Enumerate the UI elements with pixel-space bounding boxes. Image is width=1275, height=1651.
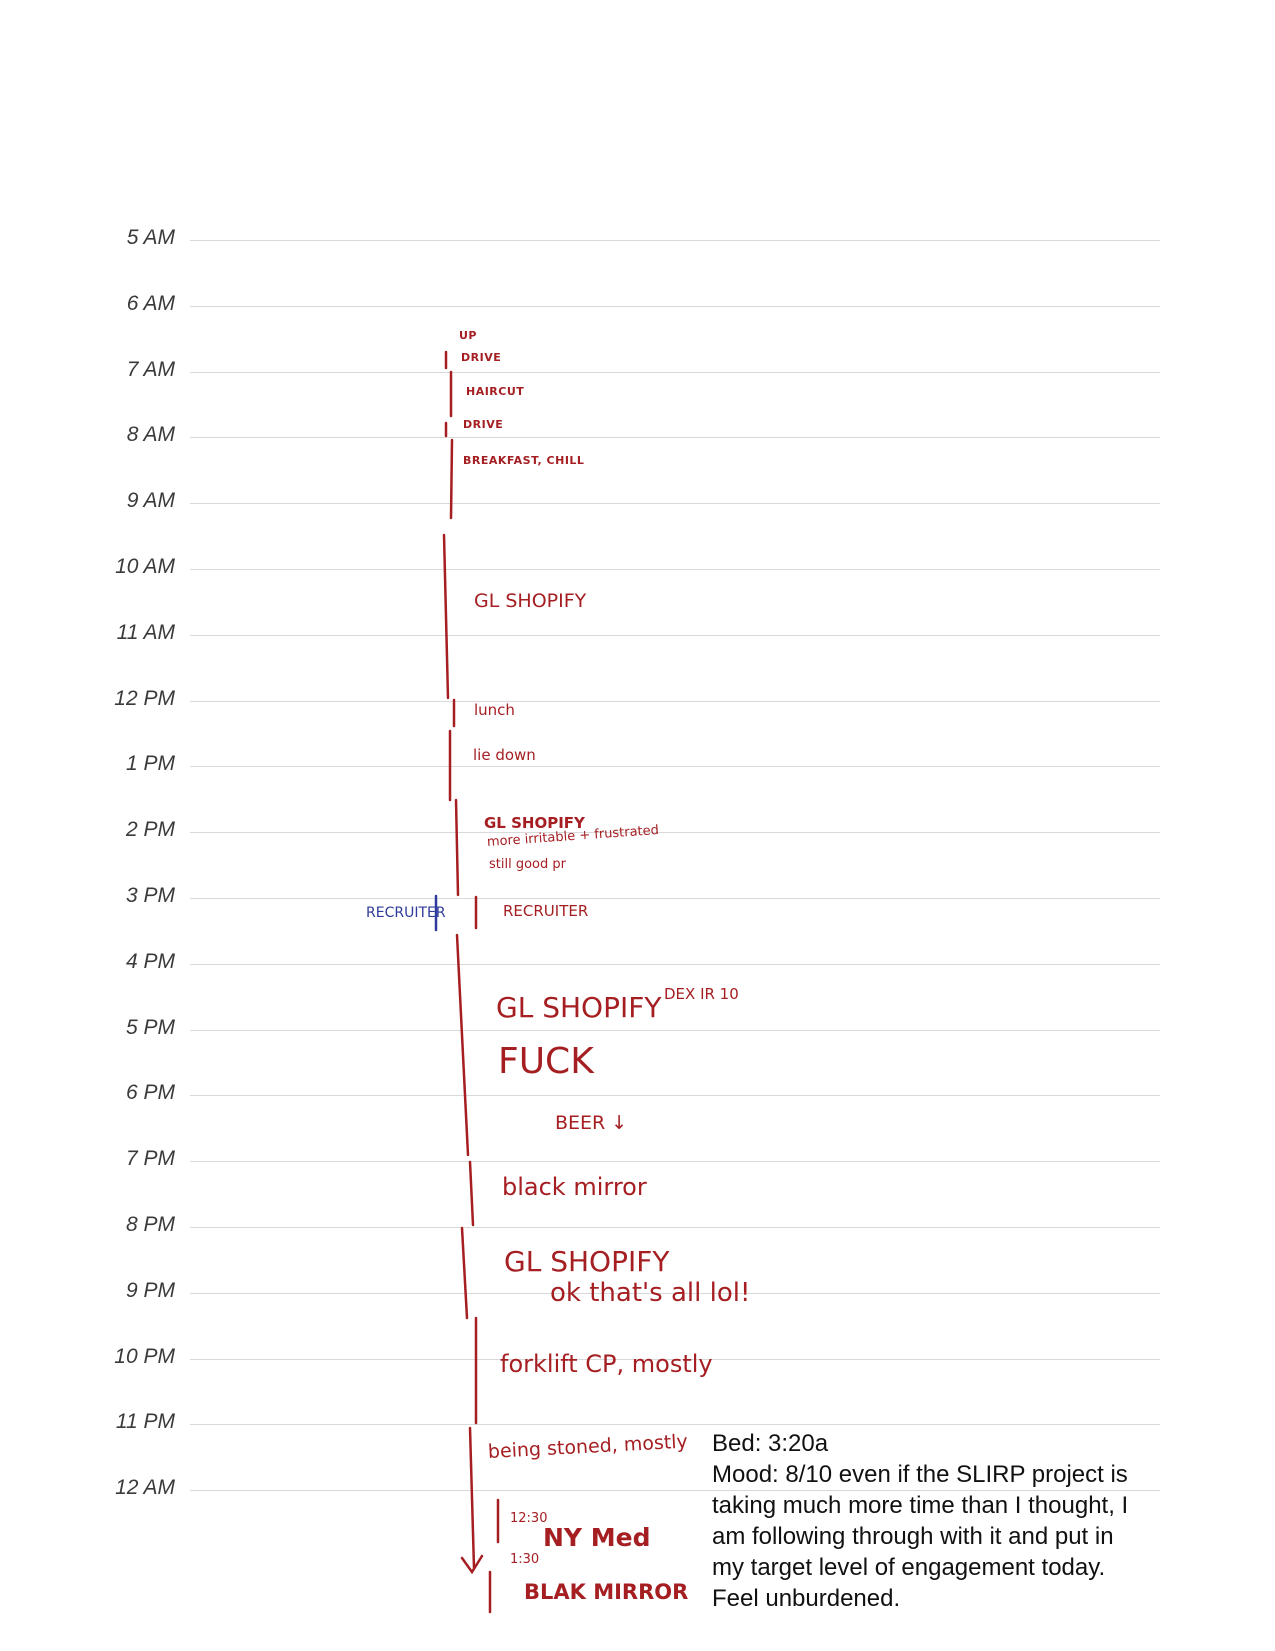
hour-line (190, 569, 1160, 570)
hour-label: 8 PM (125, 1213, 175, 1236)
note-lie-down: lie down (473, 746, 536, 764)
hour-label: 7 AM (126, 357, 175, 381)
hour-label: 5 PM (125, 1015, 175, 1039)
hour-line (190, 503, 1160, 505)
hour-label: 11 AM (116, 620, 175, 644)
hour-label: 9 PM (125, 1278, 175, 1302)
note-time-130: 1:30 (510, 1552, 540, 1567)
note-fuck: FUCK (498, 1041, 594, 1082)
note-time-1230: 12:30 (510, 1511, 548, 1526)
note-up: UP (459, 329, 477, 342)
hour-label: 12 AM (115, 1476, 175, 1500)
note-forklift: forklift CP, mostly (500, 1350, 713, 1378)
mood-line: my target level of engagement today. (712, 1554, 1106, 1581)
hour-label: 8 AM (126, 423, 175, 447)
bed-time: Bed: 3:20a (712, 1430, 829, 1457)
bar-breakfast (449, 438, 454, 520)
hour-line (190, 371, 1160, 373)
hour-label: 6 PM (125, 1081, 175, 1105)
hour-label: 11 PM (115, 1410, 175, 1434)
mood-line: taking much more time than I thought, I (712, 1492, 1129, 1519)
hour-line (190, 1358, 1160, 1360)
hour-label: 9 AM (126, 489, 175, 513)
hour-line (190, 766, 1160, 768)
bar-stoned (468, 1426, 476, 1570)
hour-line (190, 963, 1160, 965)
note-gl-shopify-4: GL SHOPIFY (504, 1245, 670, 1278)
hour-line (190, 1490, 1160, 1492)
hour-label: 10 PM (114, 1344, 175, 1368)
hour-label: 6 AM (126, 291, 175, 315)
hour-label: 5 AM (126, 226, 175, 249)
note-drive-2: DRIVE (463, 418, 504, 431)
hour-line (190, 437, 1160, 439)
note-lunch: lunch (474, 701, 515, 719)
hour-line (190, 1424, 1160, 1426)
hour-line (190, 1292, 1160, 1294)
daily-summary: Bed: 3:20a Mood: 8/10 even if the SLIRP … (712, 1428, 1182, 1614)
hour-label: 12 PM (114, 686, 175, 710)
hour-line (190, 898, 1160, 899)
mood-line: Mood: 8/10 even if the SLIRP project is (712, 1461, 1128, 1488)
bar-black-mirror (468, 1160, 475, 1227)
hour-label: 4 PM (125, 949, 175, 973)
hour-label: 1 PM (125, 752, 175, 776)
hour-line (190, 1029, 1160, 1031)
hour-line (190, 1161, 1160, 1163)
bar-gl-shopify-3 (455, 933, 470, 1157)
note-beer: BEER ↓ (555, 1112, 628, 1134)
hour-line (190, 832, 1160, 834)
hour-label: 3 PM (125, 884, 175, 907)
note-black-mirror: black mirror (502, 1173, 647, 1201)
note-recruiter: RECRUITER (503, 902, 589, 920)
hour-label: 7 PM (125, 1147, 175, 1171)
note-ok-thats-all: ok that's all lol! (550, 1278, 751, 1308)
hour-line (190, 700, 1160, 702)
note-being-stoned: being stoned, mostly (487, 1430, 689, 1463)
arrow-down (460, 1554, 484, 1575)
note-gl-shopify-1: GL SHOPIFY (474, 590, 587, 612)
hour-line (190, 240, 1160, 241)
note-haircut: HAIRCUT (466, 385, 525, 398)
hour-line (190, 1095, 1160, 1097)
note-ny-med: NY Med (543, 1523, 651, 1552)
hour-label: 2 PM (125, 818, 175, 842)
note-gl-shopify-2: GL SHOPIFY (484, 814, 585, 832)
bar-gl-shopify-1 (442, 533, 450, 700)
note-blak-mirror: BLAK MIRROR (524, 1580, 689, 1604)
mood-line: Feel unburdened. (712, 1585, 901, 1612)
note-still-good: still good pr (489, 857, 566, 872)
note-gl-shopify-3: GL SHOPIFY (496, 991, 662, 1024)
note-dex: DEX IR 10 (664, 985, 739, 1003)
note-breakfast: BREAKFAST, CHILL (463, 454, 585, 467)
note-recruiter-left: RECRUITER (366, 905, 446, 921)
bar-gl-shopify-4 (460, 1226, 469, 1320)
bar-gl-shopify-2 (454, 798, 460, 897)
hour-line (190, 1227, 1160, 1228)
hour-label: 10 AM (115, 555, 175, 578)
mood-line: am following through with it and put in (712, 1523, 1114, 1550)
hour-line (190, 305, 1160, 307)
note-drive-1: DRIVE (461, 351, 502, 364)
hour-line (190, 634, 1160, 636)
